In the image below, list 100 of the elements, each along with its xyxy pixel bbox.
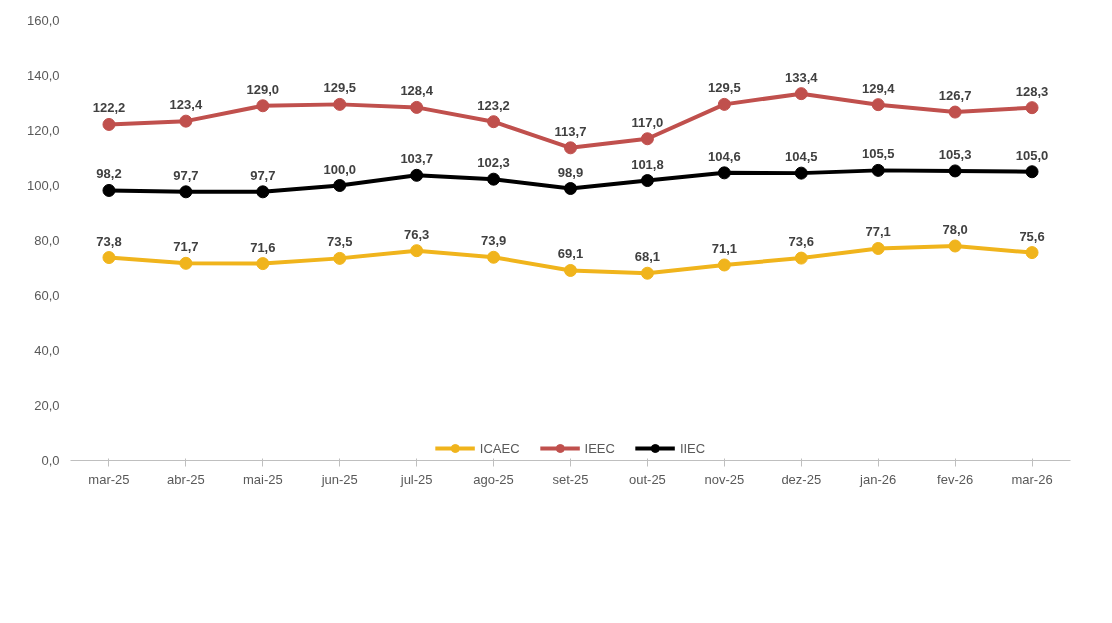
data-label: 77,1: [865, 224, 891, 240]
point: [871, 98, 885, 112]
data-label: 98,9: [557, 164, 584, 180]
point: [794, 251, 808, 265]
data-label: 113,7: [554, 123, 587, 139]
point: [102, 183, 116, 197]
data-label: 128,3: [1015, 83, 1049, 99]
data-label: 105,0: [1015, 147, 1049, 163]
point: [410, 244, 424, 258]
point: [948, 239, 962, 253]
data-label: 105,5: [861, 146, 895, 162]
x-tick-label: ago-25: [473, 471, 514, 487]
data-label: 128,4: [400, 83, 434, 99]
data-label: 68,1: [634, 249, 661, 265]
x-tick-label: jul-25: [399, 471, 433, 487]
point: [410, 100, 424, 114]
data-label: 98,2: [96, 166, 122, 182]
point: [794, 166, 808, 180]
point: [871, 163, 885, 177]
point: [179, 256, 193, 270]
x-tick-label: mai-25: [242, 471, 283, 487]
data-label: 73,6: [788, 234, 814, 250]
point: [487, 115, 501, 129]
data-label: 69,1: [557, 246, 584, 262]
point: [640, 174, 654, 188]
point: [717, 258, 731, 272]
x-tick-label: abr-25: [167, 471, 205, 487]
x-tick-label: dez-25: [781, 471, 822, 487]
data-label: 100,0: [323, 161, 357, 177]
x-tick-label: nov-25: [704, 471, 745, 487]
data-label: 104,5: [785, 149, 818, 165]
data-label: 129,5: [323, 80, 357, 96]
data-label: 104,6: [708, 148, 741, 164]
x-tick-label: set-25: [552, 471, 589, 487]
point: [333, 97, 347, 111]
point: [640, 266, 654, 280]
x-tick-label: out-25: [628, 471, 666, 487]
point: [102, 251, 116, 265]
point: [102, 117, 116, 131]
y-tick-label: 40,0: [34, 343, 60, 358]
y-tick-label: 80,0: [34, 233, 60, 248]
point: [256, 185, 270, 199]
point: [256, 99, 270, 113]
legend-label: ICAEC: [479, 440, 520, 456]
data-label: 123,4: [169, 97, 203, 113]
point: [794, 87, 808, 101]
x-tick-label: mar-26: [1011, 471, 1053, 487]
point: [948, 164, 962, 178]
point: [717, 166, 731, 180]
point: [564, 141, 577, 155]
y-tick-label: 120,0: [26, 123, 60, 138]
data-label: 126,7: [938, 88, 972, 104]
point: [256, 257, 270, 271]
y-tick-label: 20,0: [34, 398, 60, 413]
point: [564, 263, 577, 277]
data-label: 73,8: [96, 233, 122, 249]
data-label: 71,7: [173, 239, 199, 255]
point: [487, 250, 501, 264]
data-label: 78,0: [942, 222, 968, 237]
data-label: 76,3: [404, 226, 430, 242]
data-label: 71,1: [711, 240, 738, 256]
y-tick-label: 160,0: [26, 13, 60, 28]
data-label: 129,5: [708, 80, 741, 96]
y-tick-label: 100,0: [26, 178, 60, 193]
data-label: 101,8: [631, 156, 664, 172]
data-label: 129,0: [246, 81, 280, 97]
data-label: 73,5: [327, 234, 353, 250]
data-label: 105,3: [938, 146, 972, 162]
data-label: 71,6: [250, 239, 276, 255]
point: [410, 168, 424, 182]
point: [640, 132, 654, 146]
data-label: 102,3: [477, 155, 510, 171]
data-label: 122,2: [92, 100, 126, 116]
point: [179, 114, 193, 128]
x-tick-label: jan-26: [859, 471, 897, 487]
data-label: 97,7: [173, 167, 199, 183]
data-label: 97,7: [250, 167, 276, 183]
point: [717, 97, 731, 111]
data-label: 103,7: [400, 151, 433, 167]
y-tick-label: 60,0: [34, 288, 60, 303]
point: [487, 172, 501, 186]
point: [1025, 246, 1039, 260]
y-tick-label: 140,0: [26, 68, 60, 83]
point: [564, 182, 577, 196]
point: [1025, 165, 1039, 179]
y-tick-label: 0,0: [41, 453, 60, 468]
data-label: 75,6: [1019, 228, 1045, 244]
point: [948, 105, 962, 119]
x-tick-label: mar-25: [88, 471, 130, 487]
point: [179, 185, 193, 199]
point: [333, 179, 347, 192]
point: [1025, 101, 1039, 115]
point: [871, 241, 885, 255]
legend-label: IIEC: [679, 440, 706, 456]
data-label: 129,4: [861, 80, 896, 96]
point: [333, 251, 347, 265]
data-label: 133,4: [785, 69, 819, 85]
data-label: 117,0: [631, 114, 664, 130]
data-label: 73,9: [480, 233, 507, 249]
x-tick-label: jun-25: [320, 471, 358, 487]
